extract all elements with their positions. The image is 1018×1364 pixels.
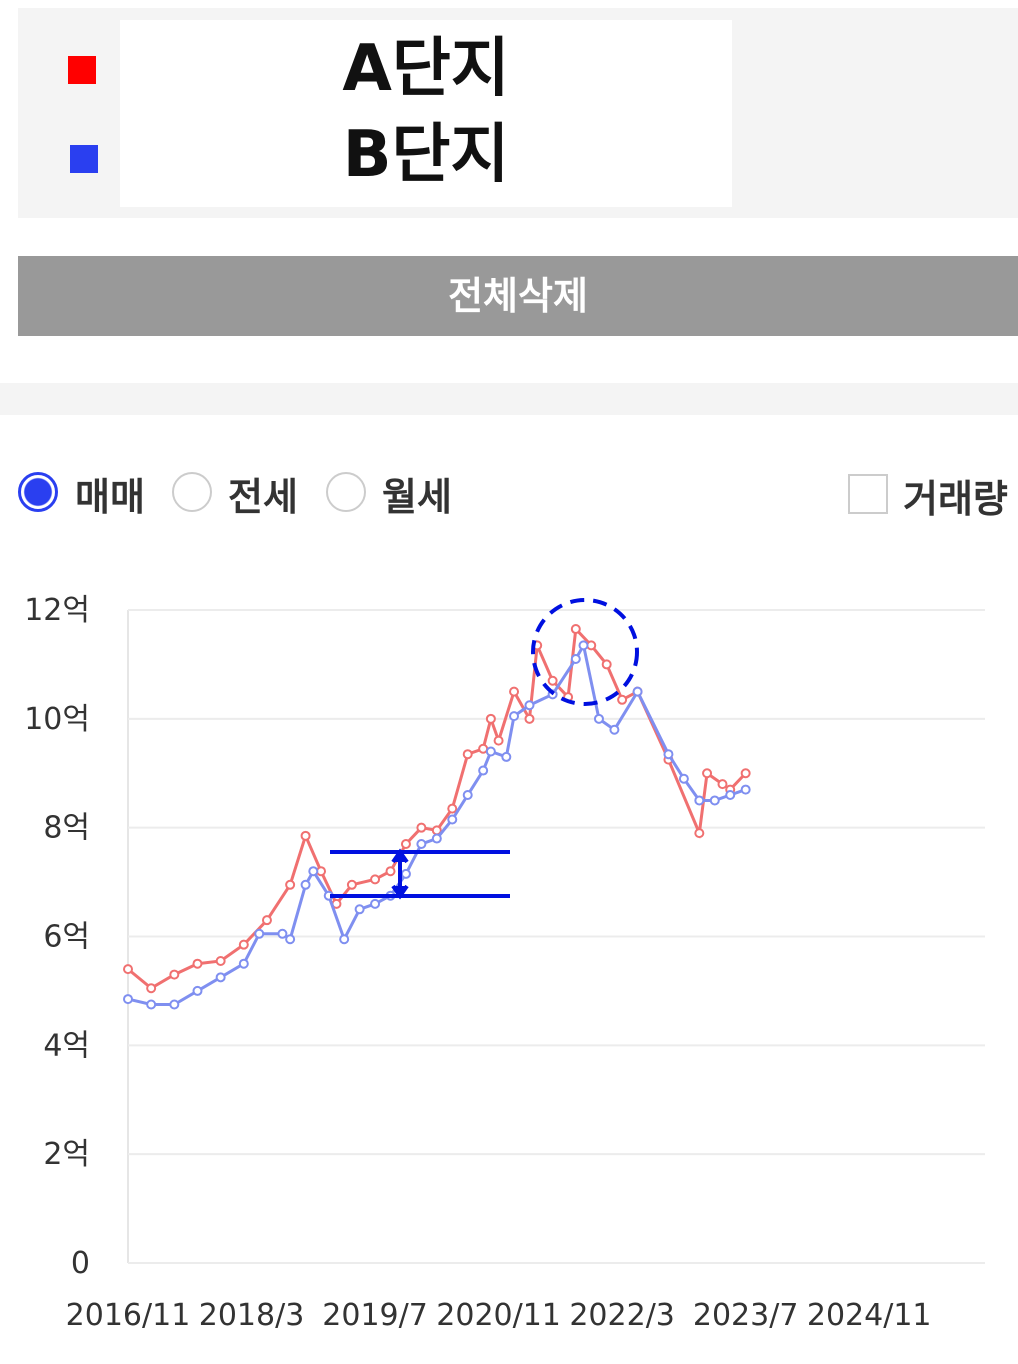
y-tick-label: 8억 xyxy=(43,811,90,846)
data-point xyxy=(740,784,751,795)
data-point xyxy=(524,713,535,724)
data-point xyxy=(354,904,365,915)
data-point xyxy=(123,994,133,1005)
data-point xyxy=(725,790,736,801)
data-point xyxy=(146,999,157,1010)
data-point xyxy=(416,838,427,849)
data-point xyxy=(702,768,713,779)
radio-label[interactable]: 월세 xyxy=(382,475,452,519)
x-tick-label: 2019/7 xyxy=(322,1298,428,1333)
chart: 0 2억 4억 6억 8억 10억 12억 2016/11 2018/3 2019/7 2020/1… xyxy=(24,593,985,1333)
data-point xyxy=(192,958,203,969)
checkbox[interactable] xyxy=(848,474,888,514)
data-point xyxy=(285,879,296,890)
data-point xyxy=(400,838,411,849)
data-point xyxy=(709,795,720,806)
data-point xyxy=(169,969,180,980)
data-point xyxy=(308,866,319,877)
data-point xyxy=(485,713,496,724)
data-point xyxy=(146,983,157,994)
data-point xyxy=(254,928,265,939)
data-point xyxy=(277,928,288,939)
checkbox-label[interactable]: 거래량 xyxy=(903,477,1008,521)
data-point xyxy=(431,833,442,844)
data-point xyxy=(478,765,489,776)
data-point xyxy=(370,898,381,909)
data-point xyxy=(339,934,350,945)
y-tick-label: 6억 xyxy=(43,920,90,955)
data-point xyxy=(694,828,705,839)
data-point xyxy=(678,773,689,784)
data-point xyxy=(509,711,520,722)
data-point xyxy=(400,868,411,879)
data-point xyxy=(462,790,473,801)
x-tick-label: 2024/11 xyxy=(807,1298,932,1333)
y-tick-label: 2억 xyxy=(43,1137,90,1172)
radio[interactable] xyxy=(326,472,366,512)
data-point xyxy=(524,700,535,711)
data-point xyxy=(238,958,249,969)
legend-box: A단지 B단지 xyxy=(120,20,732,207)
data-point xyxy=(509,686,520,697)
y-tick-label: 4억 xyxy=(43,1028,90,1063)
y-tick-label: 10억 xyxy=(24,702,90,737)
x-tick-label: 2022/3 xyxy=(569,1298,675,1333)
series-line xyxy=(127,625,747,991)
data-point xyxy=(370,874,381,885)
data-point xyxy=(632,686,643,697)
delete-all-button[interactable]: 전체삭제 xyxy=(18,256,1018,336)
data-point xyxy=(300,879,311,890)
data-point xyxy=(123,964,133,975)
separator xyxy=(0,383,1018,415)
legend-label: B단지 xyxy=(342,118,510,192)
data-point xyxy=(261,915,272,926)
data-point xyxy=(485,746,496,757)
x-tick-label: 2020/11 xyxy=(436,1298,561,1333)
data-point xyxy=(192,985,203,996)
data-point xyxy=(300,830,311,841)
data-point xyxy=(215,972,226,983)
x-tick-label: 2016/11 xyxy=(66,1298,191,1333)
data-point xyxy=(501,751,512,762)
data-point xyxy=(601,659,612,670)
data-point xyxy=(740,768,751,779)
radio-label[interactable]: 전세 xyxy=(228,475,298,519)
annotation xyxy=(330,598,639,900)
radio[interactable] xyxy=(18,472,58,512)
data-point xyxy=(169,999,180,1010)
y-tick-label: 12억 xyxy=(24,593,90,628)
data-point xyxy=(609,724,620,735)
data-point xyxy=(447,814,458,825)
data-point xyxy=(593,713,604,724)
x-tick-label: 2018/3 xyxy=(199,1298,305,1333)
legend-swatch xyxy=(68,56,96,84)
data-point xyxy=(617,694,628,705)
y-tick-label: 0 xyxy=(71,1246,90,1281)
data-point xyxy=(215,955,226,966)
data-point xyxy=(385,866,396,877)
radio-label[interactable]: 매매 xyxy=(75,475,145,519)
data-point xyxy=(717,779,728,790)
series-line xyxy=(127,641,747,1007)
radio[interactable] xyxy=(172,472,212,512)
data-point xyxy=(416,822,427,833)
data-point xyxy=(694,795,705,806)
data-point xyxy=(663,749,674,760)
data-point xyxy=(578,640,589,651)
data-point xyxy=(462,749,473,760)
data-point xyxy=(547,675,558,686)
data-point xyxy=(238,939,249,950)
legend-swatch xyxy=(70,145,98,173)
data-point xyxy=(493,735,504,746)
data-point xyxy=(570,653,581,664)
x-tick-label: 2023/7 xyxy=(693,1298,799,1333)
data-point xyxy=(285,934,296,945)
data-point xyxy=(570,624,581,635)
legend-label: A단지 xyxy=(342,32,510,106)
data-point xyxy=(447,803,458,814)
data-point xyxy=(346,879,357,890)
